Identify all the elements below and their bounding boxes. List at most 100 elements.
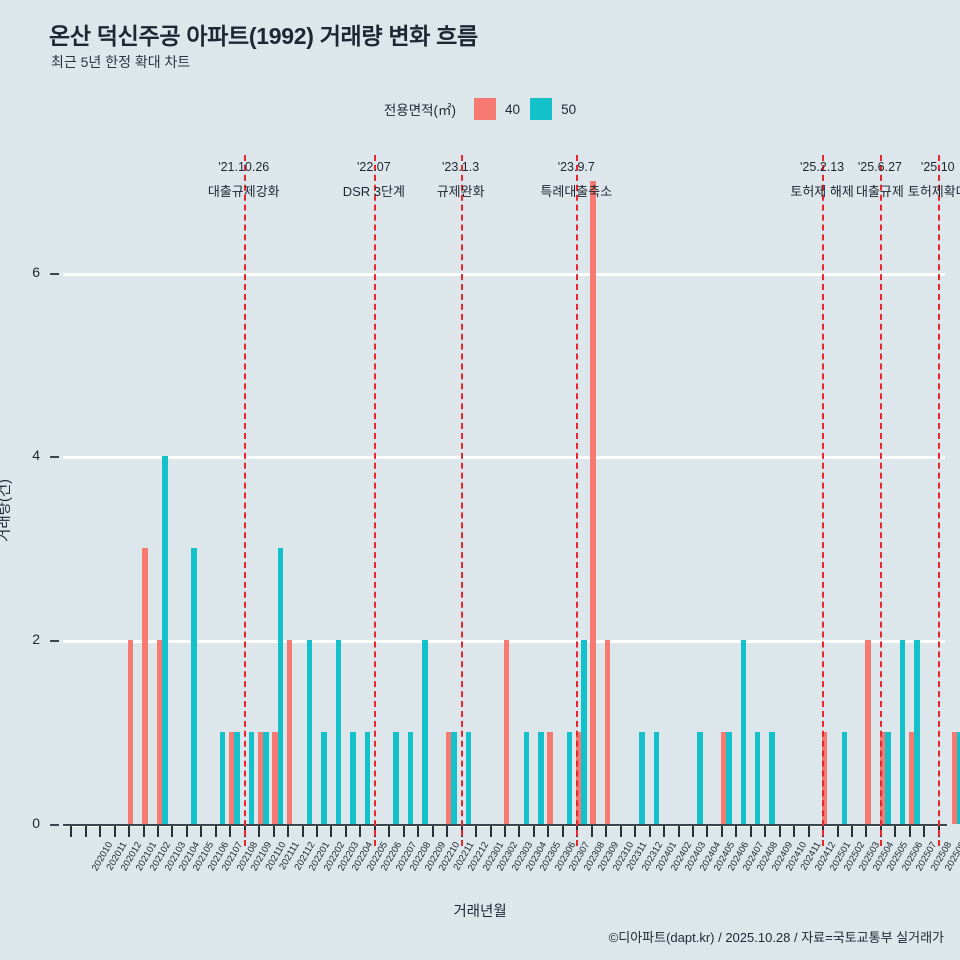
y-tick-label: 0 — [32, 815, 40, 831]
bar[interactable] — [720, 732, 727, 824]
y-tick-label: 4 — [32, 447, 40, 464]
bar[interactable] — [653, 732, 660, 824]
x-tick-mark — [518, 826, 521, 837]
bar[interactable] — [567, 732, 573, 824]
event-name-label: 대출규제강화 — [207, 184, 280, 199]
legend-item-40[interactable]: 40 — [474, 98, 520, 120]
bar[interactable] — [127, 640, 134, 824]
event-date-label: '25.2.13 — [800, 160, 845, 174]
bar[interactable] — [957, 732, 960, 824]
bar[interactable] — [350, 732, 356, 824]
bar[interactable] — [590, 180, 596, 824]
bar[interactable] — [422, 640, 428, 824]
event-date-label: '23.1.3 — [442, 160, 480, 174]
x-tick-mark — [923, 826, 926, 837]
event-date-label: '21.10.26 — [218, 160, 270, 174]
bar[interactable] — [335, 640, 342, 824]
bar[interactable] — [754, 732, 761, 824]
bar[interactable] — [407, 732, 414, 824]
bar[interactable] — [234, 732, 240, 824]
gridline — [63, 456, 945, 460]
bar[interactable] — [142, 548, 148, 824]
bar[interactable] — [821, 732, 828, 824]
bar[interactable] — [865, 640, 871, 824]
x-tick-mark — [648, 826, 651, 837]
bar[interactable] — [726, 732, 732, 824]
bar[interactable] — [364, 732, 371, 824]
legend-swatch-50 — [530, 98, 553, 120]
bar[interactable] — [908, 732, 914, 824]
bar[interactable] — [769, 732, 775, 824]
bar[interactable] — [286, 640, 293, 824]
bar[interactable] — [538, 732, 544, 824]
bar[interactable] — [451, 732, 457, 824]
bar[interactable] — [156, 640, 163, 824]
plot-area — [63, 180, 960, 827]
event-line — [373, 155, 376, 846]
x-tick-mark — [70, 826, 73, 837]
bar[interactable] — [272, 732, 278, 824]
x-tick-mark — [605, 826, 608, 837]
x-tick-mark — [908, 826, 911, 837]
x-tick-mark — [547, 826, 550, 837]
event-date-label: '25.6.27 — [857, 160, 902, 174]
bar[interactable] — [879, 732, 886, 824]
bar[interactable] — [740, 640, 746, 824]
bar[interactable] — [321, 732, 327, 824]
y-tick-label: 2 — [32, 631, 40, 648]
bar[interactable] — [162, 456, 168, 824]
bar[interactable] — [228, 732, 235, 824]
event-name-label: 규제완화 — [436, 184, 485, 199]
bar[interactable] — [465, 732, 472, 824]
bar[interactable] — [604, 640, 611, 824]
x-tick-mark — [561, 826, 564, 837]
x-tick-mark — [344, 826, 347, 837]
event-line — [937, 155, 940, 846]
x-tick-mark — [634, 826, 637, 837]
x-tick-mark — [836, 826, 839, 837]
bar[interactable] — [393, 732, 399, 824]
bar[interactable] — [575, 732, 582, 824]
x-tick-mark — [807, 826, 810, 837]
bar[interactable] — [547, 732, 553, 824]
event-line — [822, 155, 825, 846]
x-tick-mark — [793, 826, 796, 837]
bar[interactable] — [306, 640, 313, 824]
x-tick-mark — [84, 826, 87, 837]
bar[interactable] — [697, 732, 703, 824]
bar[interactable] — [523, 732, 530, 824]
bar[interactable] — [503, 640, 510, 824]
legend-label-40: 40 — [505, 101, 521, 117]
bar[interactable] — [885, 732, 891, 824]
bar[interactable] — [639, 732, 645, 824]
x-tick-mark — [504, 826, 506, 837]
bar[interactable] — [219, 732, 226, 824]
x-tick-mark — [706, 826, 709, 837]
legend-item-50[interactable]: 50 — [530, 98, 576, 120]
bar[interactable] — [899, 640, 906, 824]
event-name-label: 토허제확대 — [907, 184, 960, 199]
y-tick-mark — [50, 824, 59, 826]
x-axis-title: 거래년월 — [453, 904, 507, 920]
x-tick-mark — [663, 826, 666, 837]
bar[interactable] — [841, 732, 848, 824]
bar[interactable] — [257, 732, 264, 824]
bar[interactable] — [191, 548, 197, 824]
chart-legend: 전용면적(㎡) 40 50 — [0, 98, 960, 120]
y-tick-mark — [50, 640, 59, 643]
bar[interactable] — [951, 732, 958, 824]
bar[interactable] — [914, 640, 920, 824]
x-tick-mark — [402, 826, 405, 837]
bar[interactable] — [277, 548, 284, 824]
y-tick-mark — [50, 272, 59, 275]
event-name-label: 토허제 해제 — [790, 184, 854, 199]
bar[interactable] — [581, 640, 587, 824]
x-tick-mark — [229, 826, 232, 837]
x-tick-mark — [865, 826, 868, 837]
bar[interactable] — [248, 732, 255, 824]
bar[interactable] — [445, 732, 452, 824]
x-tick-mark — [735, 826, 738, 837]
page-title: 온산 덕신주공 아파트(1992) 거래량 변화 흐름 — [49, 23, 478, 49]
bar[interactable] — [263, 732, 269, 824]
